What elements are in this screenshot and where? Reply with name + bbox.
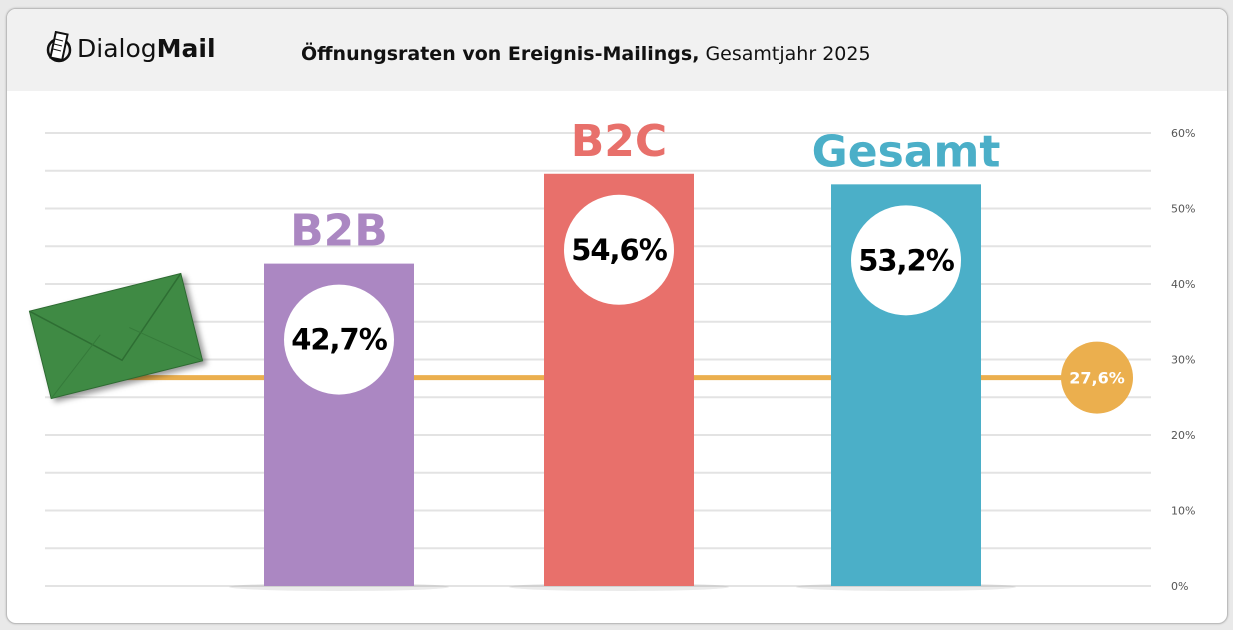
value-badge xyxy=(564,194,674,305)
chart-frame: DialogMail Öffnungsraten von Ereignis-Ma… xyxy=(6,8,1228,624)
category-label: B2C xyxy=(571,116,667,167)
value-label: 53,2% xyxy=(858,243,955,277)
y-tick-label: 60% xyxy=(1171,127,1195,140)
logo-text-regular: Dialog xyxy=(77,33,157,63)
bar-chart: 0% 10% 20% 30% 40% 50% 60% B2B 42,7% B2C 54,6% Gesa… xyxy=(28,116,1195,593)
header: DialogMail Öffnungsraten von Ereignis-Ma… xyxy=(7,9,1227,91)
y-tick-label: 0% xyxy=(1171,580,1188,593)
y-tick-label: 50% xyxy=(1171,203,1195,216)
y-tick-label: 30% xyxy=(1171,354,1195,367)
title-bold: Öffnungsraten von Ereignis-Mailings, xyxy=(301,43,700,65)
logo-text-bold: Mail xyxy=(156,33,216,63)
category-label: Gesamt xyxy=(812,126,1001,177)
y-tick-label: 10% xyxy=(1171,505,1195,518)
y-tick-label: 40% xyxy=(1171,278,1195,291)
reference-badge xyxy=(1061,341,1133,414)
value-badge xyxy=(284,284,394,395)
y-tick-label: 20% xyxy=(1171,429,1195,442)
mail-logo-icon xyxy=(46,31,72,63)
value-label: 54,6% xyxy=(571,233,668,267)
logo: DialogMail xyxy=(45,31,216,65)
category-label: B2B xyxy=(290,206,388,257)
chart-title: Öffnungsraten von Ereignis-Mailings, Ges… xyxy=(301,43,871,65)
title-regular: Gesamtjahr 2025 xyxy=(699,43,871,65)
value-badge xyxy=(851,205,961,316)
value-label: 42,7% xyxy=(291,323,388,357)
reference-label: 27,6% xyxy=(1069,369,1125,388)
envelope-icon xyxy=(28,272,204,400)
